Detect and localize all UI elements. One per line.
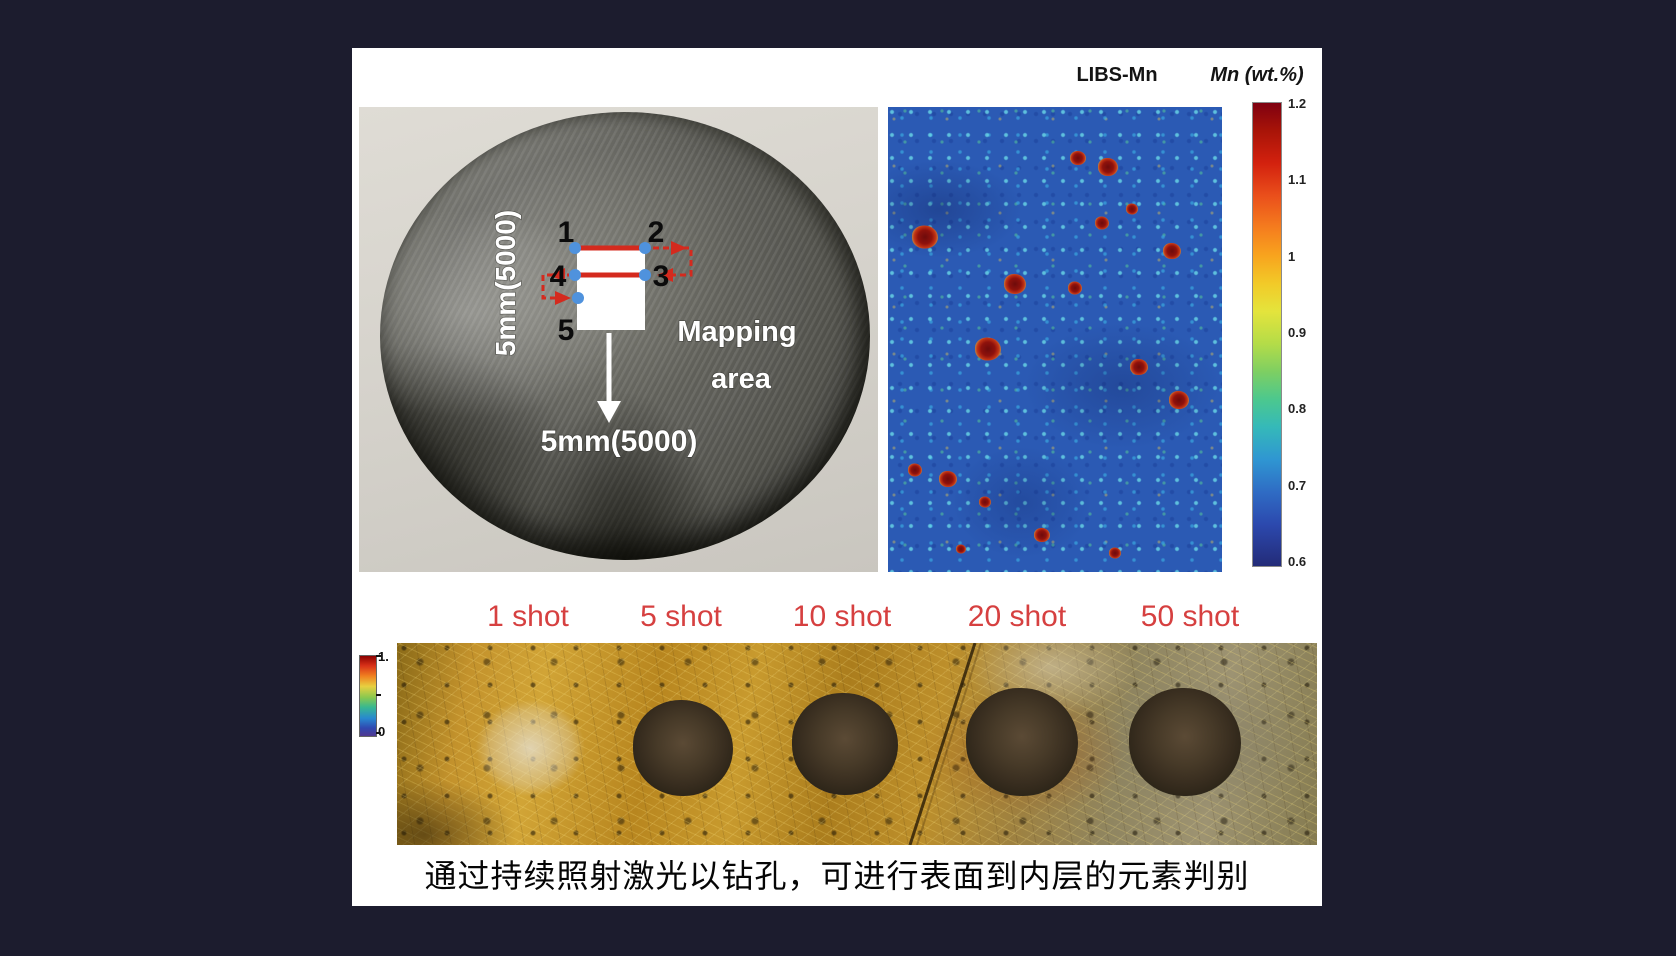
shot-label-10: 10 shot [792,600,892,633]
sample-photo: 1 2 3 4 5 5mm(5000) 5mm(5000) Mapping ar… [359,107,878,572]
mn-hotspot [1125,203,1138,215]
micrograph-colorbar-min: 0 [378,724,386,739]
mini-colorbar-tick-top [376,655,381,657]
mn-colorbar-ticks: 1.2 1.1 1 0.9 0.8 0.7 0.6 [1288,96,1306,570]
laser-crater-10-shot [792,693,899,795]
horizontal-extent-label: 5mm(5000) [541,425,698,458]
mn-hotspot [1068,281,1083,295]
point-label-2: 2 [648,216,665,249]
mn-hotspot [1168,390,1189,409]
surface-crack-shadow [916,643,982,845]
point-label-5: 5 [558,314,575,347]
mn-hotspot [1003,273,1026,294]
mn-colorbar [1252,102,1282,567]
shot-label-1: 1 shot [487,600,569,633]
micrograph-colorbar-max: 1. [378,649,389,664]
colorbar-title: Mn (wt.%) [1210,64,1304,86]
mn-hotspot [1094,216,1109,230]
colorbar-tick: 1.1 [1288,172,1307,188]
shot-label-5: 5 shot [640,600,722,633]
crater-micrograph [397,643,1317,845]
point-dot-2 [639,242,651,254]
raster-connector-right [653,246,693,277]
vertical-extent-label: 5mm(5000) [490,210,521,356]
mini-colorbar-tick-mid [376,694,381,696]
mn-hotspot [907,463,922,477]
colorbar-tick: 0.9 [1288,324,1307,340]
mapping-square [577,250,645,330]
arrow-right-icon [671,241,687,255]
arrow-right-to-5-icon [555,291,571,305]
mn-hotspot [978,496,991,508]
mapping-annotation: 1 2 3 4 5 5mm(5000) 5mm(5000) Mapping ar… [489,209,797,459]
laser-crater-50-shot [1129,687,1242,796]
colorbar-tick: 1 [1288,248,1296,264]
laser-crater-5-shot [633,700,734,797]
surface-crack-line [908,643,977,845]
mn-hotspot [1109,547,1122,559]
figure-caption: 通过持续照射激光以钻孔，可进行表面到内层的元素判别 [424,858,1250,894]
colorbar-tick: 0.6 [1288,553,1307,569]
laser-crater-20-shot [965,687,1078,796]
mn-hotspot [1162,243,1181,260]
point-dot-4 [569,269,581,281]
mini-colorbar-tick-bottom [376,732,381,734]
shot-label-20: 20 shot [967,600,1067,633]
colorbar-tick: 1.2 [1288,96,1307,111]
mn-hotspot [1098,158,1119,177]
mapping-area-label-line2: area [711,363,772,395]
point-label-3: 3 [653,260,670,293]
mn-heatmap [888,107,1222,572]
point-label-1: 1 [558,216,575,249]
colorbar-tick: 0.8 [1288,401,1307,417]
down-arrow-icon [597,401,621,423]
mn-hotspot [956,544,967,554]
arrow-left-icon [549,268,565,282]
mn-hotspot [1070,151,1087,166]
mn-hotspot [1033,527,1050,542]
mn-hotspot [975,337,1002,361]
heatmap-title: LIBS-Mn [1076,64,1158,86]
metal-disc-sample [380,112,870,560]
mapping-area-label-line1: Mapping [677,316,796,348]
colorbar-tick: 0.7 [1288,477,1307,493]
crack-overlay [908,643,982,845]
point-dot-1 [569,242,581,254]
point-dot-5 [572,292,584,304]
point-dot-3 [639,269,651,281]
figure-panel: LIBS-Mn Mn (wt.%) [352,48,1322,906]
point-label-4: 4 [550,260,567,293]
mn-hotspot [911,225,938,249]
micrograph-colorbar [359,655,377,737]
shot-label-50: 50 shot [1140,600,1240,633]
mn-hotspot [1129,359,1148,376]
arrow-left-to-3-icon [657,268,673,282]
mn-hotspot [939,471,958,487]
